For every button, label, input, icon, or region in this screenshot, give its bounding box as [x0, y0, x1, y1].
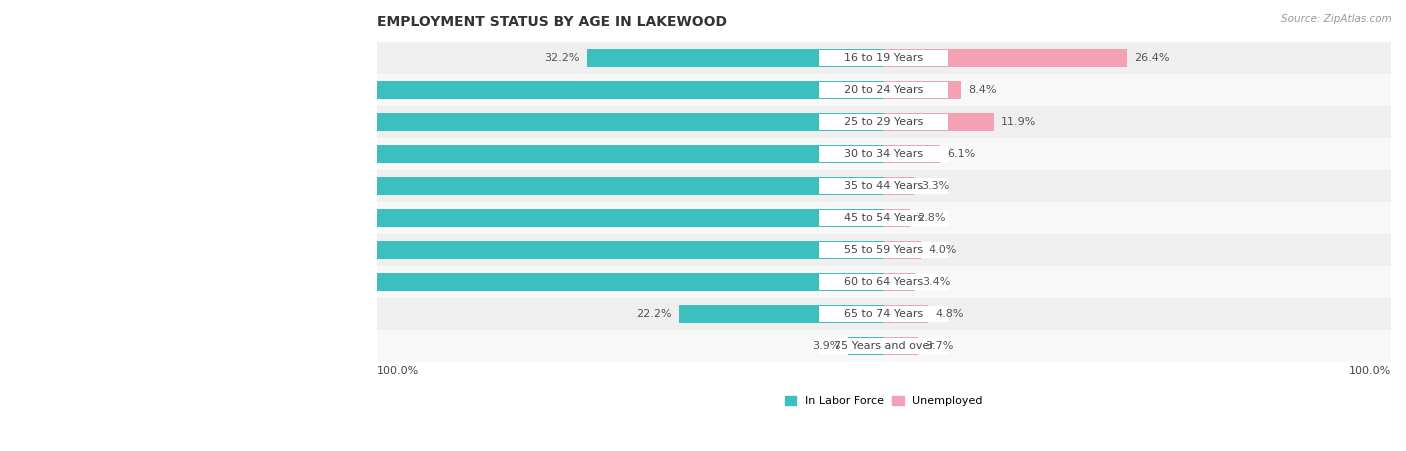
Bar	[183, 241, 884, 259]
Text: 55 to 59 Years: 55 to 59 Years	[844, 245, 924, 255]
Bar	[884, 113, 994, 131]
Bar	[107, 113, 884, 131]
Text: 3.3%: 3.3%	[921, 181, 950, 191]
Bar	[377, 234, 1391, 266]
Text: 8.4%: 8.4%	[969, 85, 997, 95]
Text: 84.2%: 84.2%	[117, 117, 155, 127]
Text: 4.8%: 4.8%	[935, 309, 965, 319]
Bar	[820, 242, 948, 258]
Bar	[820, 178, 948, 194]
Bar	[820, 146, 948, 162]
Text: EMPLOYMENT STATUS BY AGE IN LAKEWOOD: EMPLOYMENT STATUS BY AGE IN LAKEWOOD	[377, 15, 727, 29]
Text: 100.0%: 100.0%	[377, 366, 419, 376]
Bar	[586, 49, 884, 67]
Bar	[179, 81, 884, 99]
Text: 3.4%: 3.4%	[922, 277, 950, 287]
Text: 4.0%: 4.0%	[928, 245, 956, 255]
Text: 63.8%: 63.8%	[305, 277, 343, 287]
Bar	[377, 106, 1391, 138]
Bar	[90, 209, 884, 227]
Text: Source: ZipAtlas.com: Source: ZipAtlas.com	[1281, 14, 1392, 23]
Text: 35 to 44 Years: 35 to 44 Years	[844, 181, 924, 191]
Bar	[820, 50, 948, 66]
Text: 16 to 19 Years: 16 to 19 Years	[844, 53, 924, 63]
Bar	[69, 177, 884, 195]
Text: 65 to 74 Years: 65 to 74 Years	[844, 309, 924, 319]
Bar	[377, 74, 1391, 106]
Legend: In Labor Force, Unemployed: In Labor Force, Unemployed	[780, 391, 987, 411]
Bar	[820, 274, 948, 290]
Text: 32.2%: 32.2%	[544, 53, 579, 63]
Text: 22.2%: 22.2%	[636, 309, 672, 319]
Bar	[884, 145, 941, 163]
Bar	[884, 337, 918, 355]
Text: 100.0%: 100.0%	[1348, 366, 1391, 376]
Bar	[820, 210, 948, 226]
Bar	[31, 145, 884, 163]
Bar	[377, 138, 1391, 170]
Bar	[884, 305, 928, 323]
Bar	[377, 42, 1391, 74]
Bar	[679, 305, 884, 323]
Text: 6.1%: 6.1%	[948, 149, 976, 159]
Text: 75 Years and over: 75 Years and over	[834, 341, 934, 351]
Bar	[820, 114, 948, 130]
Text: 20 to 24 Years: 20 to 24 Years	[844, 85, 924, 95]
Text: 2.8%: 2.8%	[917, 213, 945, 223]
Text: 60 to 64 Years: 60 to 64 Years	[844, 277, 924, 287]
Bar	[377, 170, 1391, 202]
Bar	[884, 273, 915, 291]
Bar	[884, 81, 962, 99]
Bar	[820, 82, 948, 98]
Text: 45 to 54 Years: 45 to 54 Years	[844, 213, 924, 223]
Bar	[884, 241, 921, 259]
Bar	[377, 266, 1391, 298]
Text: 86.1%: 86.1%	[98, 213, 138, 223]
Bar	[377, 202, 1391, 234]
Text: 3.9%: 3.9%	[813, 341, 841, 351]
Bar	[884, 209, 910, 227]
Text: 76.5%: 76.5%	[187, 85, 226, 95]
Text: 3.7%: 3.7%	[925, 341, 953, 351]
Text: 88.3%: 88.3%	[79, 181, 117, 191]
Bar	[820, 306, 948, 322]
Bar	[377, 330, 1391, 362]
Text: 92.5%: 92.5%	[39, 149, 79, 159]
Text: 76.0%: 76.0%	[193, 245, 231, 255]
Bar	[884, 49, 1128, 67]
Bar	[848, 337, 884, 355]
Text: 11.9%: 11.9%	[1001, 117, 1036, 127]
Bar	[377, 298, 1391, 330]
Text: 25 to 29 Years: 25 to 29 Years	[844, 117, 924, 127]
Text: 26.4%: 26.4%	[1135, 53, 1170, 63]
Bar	[295, 273, 884, 291]
Bar	[820, 338, 948, 354]
Text: 30 to 34 Years: 30 to 34 Years	[844, 149, 924, 159]
Bar	[884, 177, 914, 195]
